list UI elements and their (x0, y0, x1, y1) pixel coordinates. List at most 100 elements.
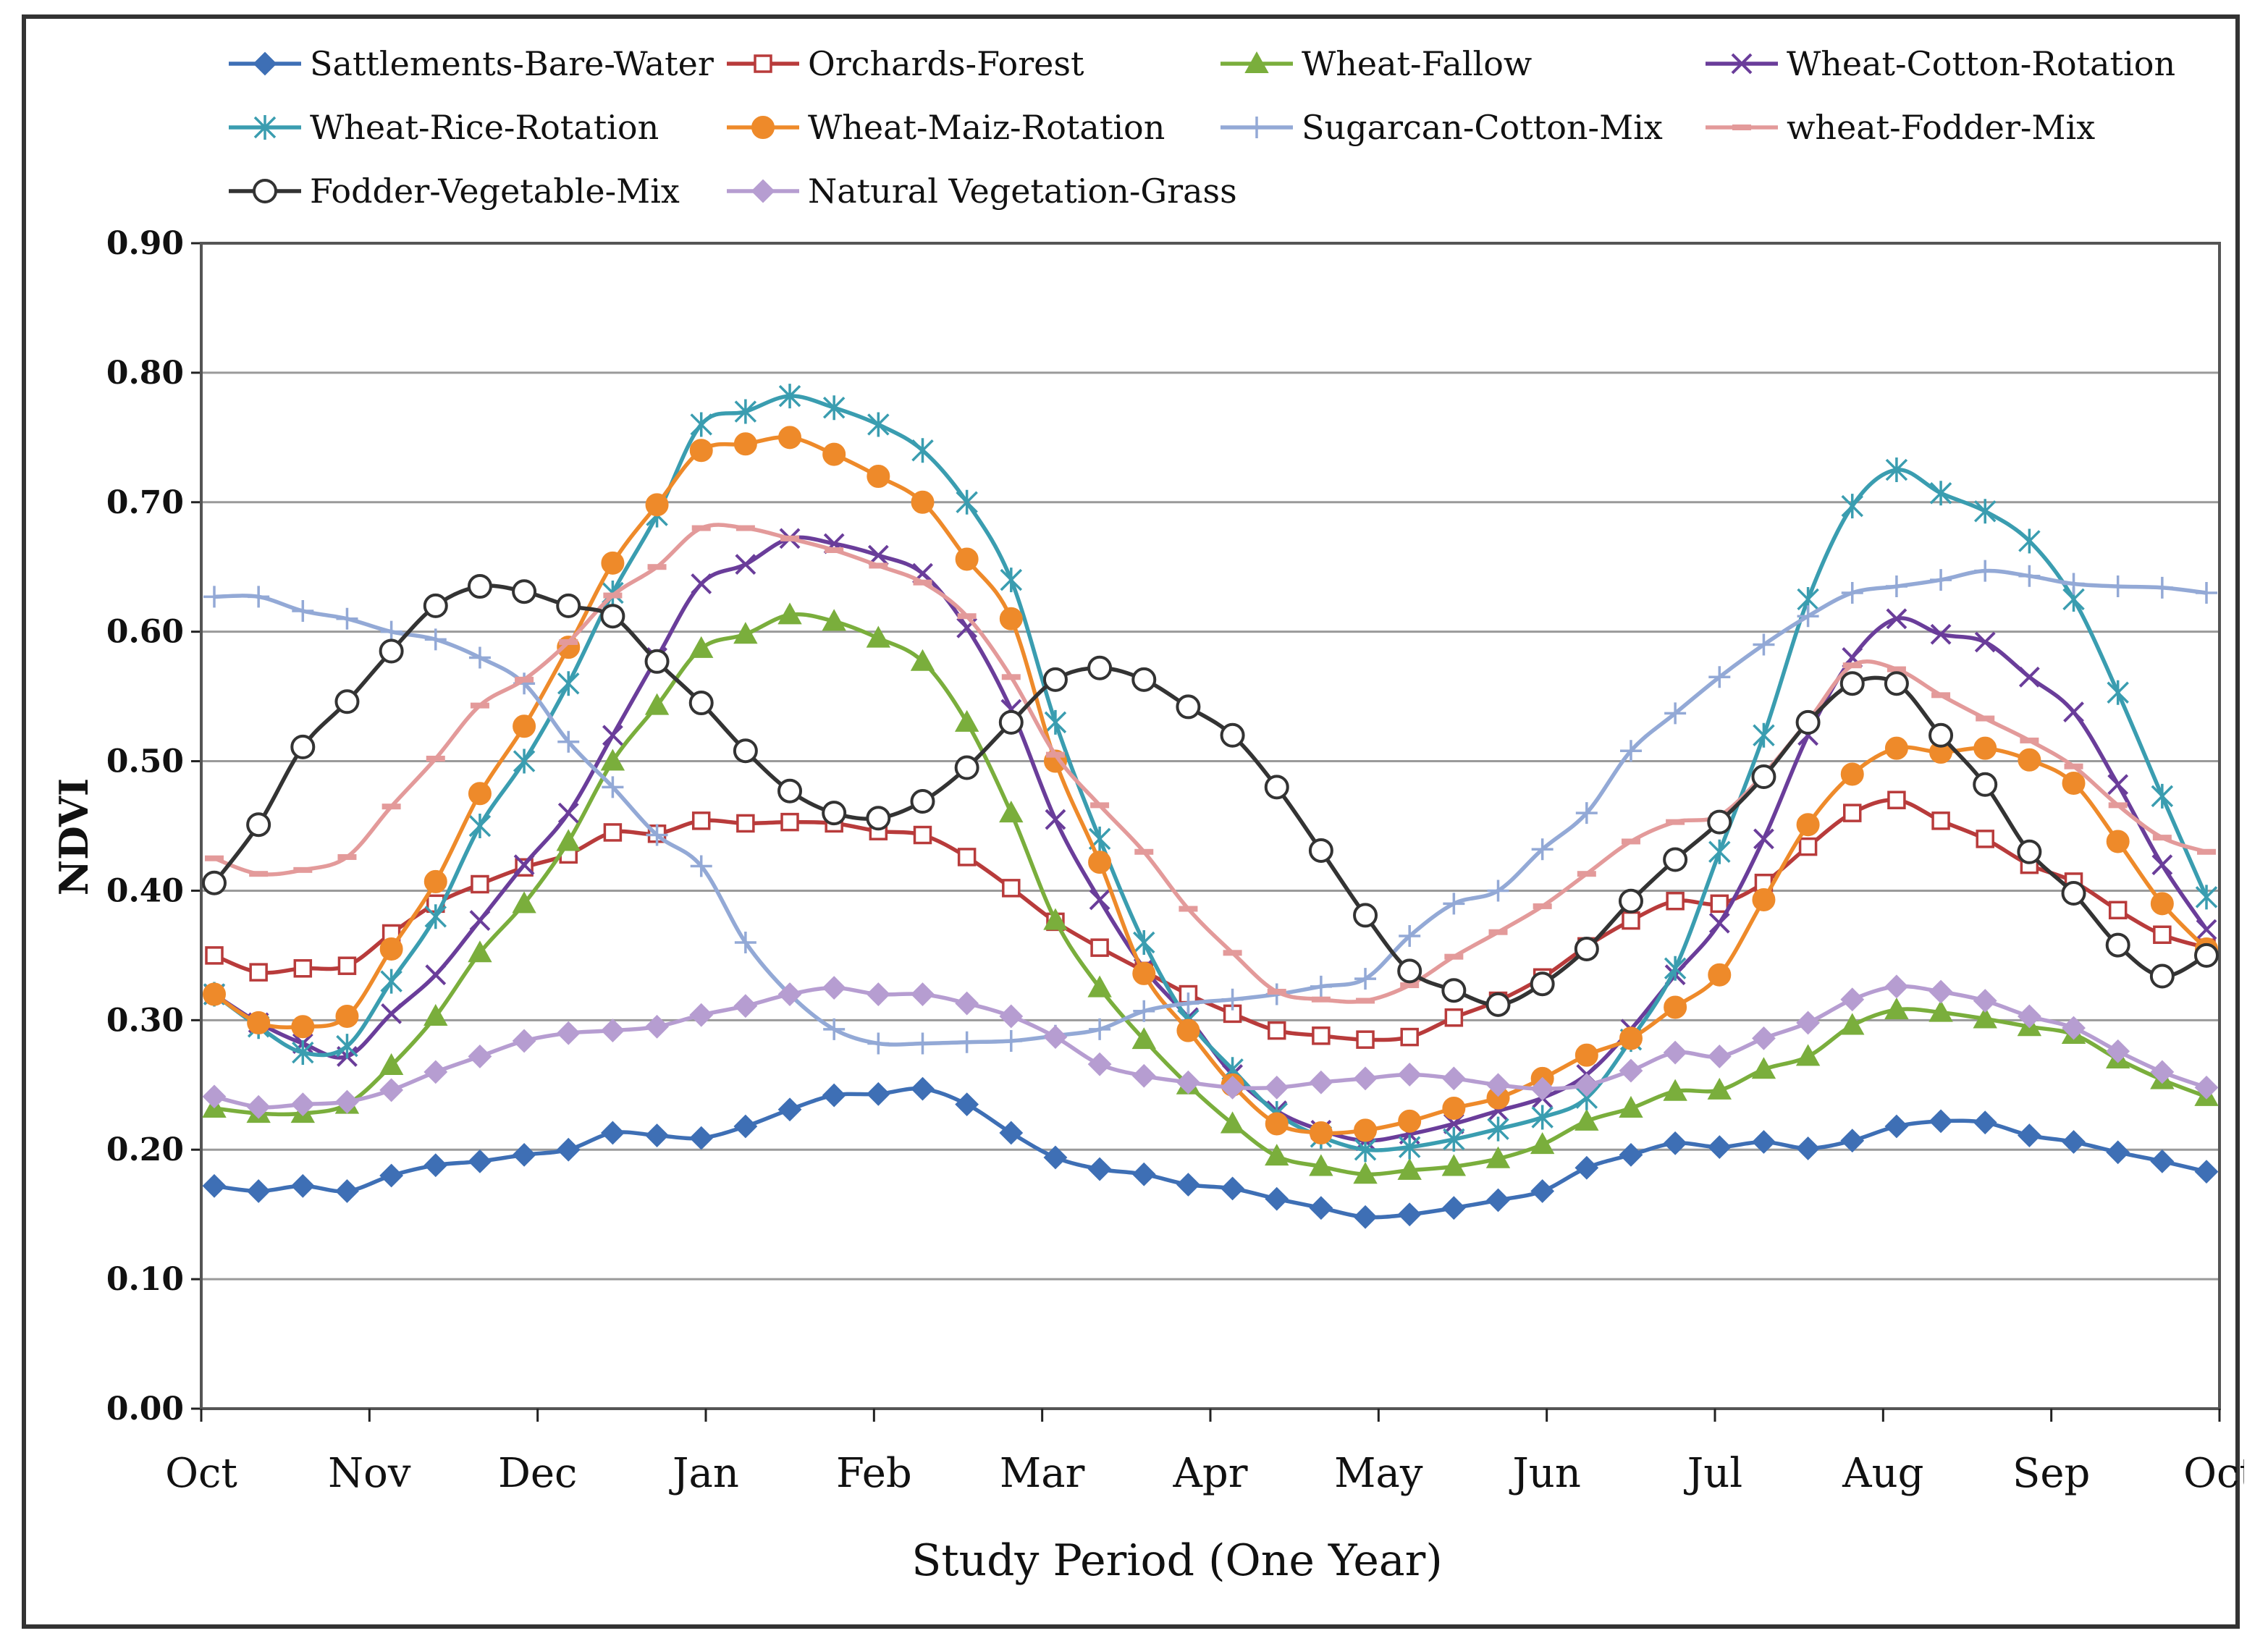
data-point (777, 602, 802, 625)
data-point (2017, 839, 2042, 864)
data-point (423, 593, 448, 618)
data-point (1131, 667, 1157, 692)
data-point (1796, 1011, 1821, 1035)
data-point (1664, 702, 1687, 725)
data-point (336, 1034, 358, 1059)
data-point (954, 755, 979, 780)
series-sugarcan-cotton-mix (203, 560, 2217, 1055)
data-point (1663, 1040, 1687, 1065)
y-tick-label: 0.00 (106, 1391, 184, 1427)
data-point (867, 465, 890, 488)
x-tick-label: Jun (1509, 1450, 1581, 1497)
data-point (381, 1003, 402, 1024)
data-point (1710, 894, 1729, 914)
data-point (2106, 1039, 2130, 1063)
data-point (1309, 1196, 1333, 1220)
data-point (1530, 1132, 1555, 1155)
data-point (601, 551, 625, 575)
data-point (1575, 802, 1598, 824)
data-point (1885, 575, 1907, 598)
data-point (2107, 680, 2129, 705)
data-point (1441, 1066, 1466, 1091)
data-point (2020, 737, 2039, 743)
data-point (559, 638, 578, 645)
data-point (512, 891, 536, 914)
legend-entry-sattlements-bare-water: Sattlements-Bare-Water (229, 44, 714, 83)
data-point (1619, 740, 1642, 762)
data-point (2107, 774, 2129, 796)
x-tick-label: Oct (165, 1450, 237, 1497)
data-point (1176, 1173, 1200, 1197)
data-point (1353, 1066, 1378, 1091)
data-point (1840, 1129, 1865, 1153)
series-wheat-fodder-mix (205, 523, 2216, 1004)
data-point (2062, 1130, 2086, 1154)
data-point (1485, 992, 1511, 1017)
data-point (911, 1076, 935, 1101)
data-point (1887, 666, 1906, 672)
data-point (423, 1060, 448, 1084)
data-point (644, 649, 670, 674)
data-point (203, 586, 225, 608)
data-point (866, 1081, 890, 1106)
data-point (2106, 1140, 2130, 1165)
data-point (1839, 671, 1865, 696)
legend-entry-wheat-fodder-mix: wheat-Fodder-Mix (1706, 108, 2095, 147)
data-point (380, 969, 402, 994)
data-point (1090, 938, 1109, 957)
data-point (1664, 956, 1687, 981)
data-point (1089, 889, 1110, 911)
series-line-wheat-fodder-mix (214, 523, 2207, 1004)
data-point (1973, 772, 1998, 797)
data-point (911, 982, 935, 1006)
x-tick-label: Jan (669, 1450, 739, 1497)
data-point (691, 811, 711, 830)
data-point (1356, 998, 1375, 1004)
data-point (1312, 1026, 1331, 1045)
data-point (379, 638, 404, 664)
data-point (956, 1031, 978, 1053)
data-point (290, 1173, 315, 1198)
data-point (1840, 1013, 1865, 1035)
data-point (513, 714, 536, 738)
data-point (2150, 1149, 2175, 1173)
data-point (735, 525, 755, 531)
x-tick-label: Aug (1842, 1450, 1923, 1497)
data-point (293, 866, 313, 873)
data-point (1308, 838, 1333, 863)
data-point (1531, 1105, 1554, 1130)
data-point (468, 782, 492, 806)
data-point (468, 814, 492, 838)
x-tick-label: Sep (2012, 1450, 2090, 1497)
data-point (600, 1018, 625, 1043)
data-point (2196, 582, 2217, 604)
data-point (869, 562, 888, 569)
data-point (557, 730, 580, 753)
data-point (957, 613, 977, 620)
data-point (424, 904, 447, 929)
series-sattlements-bare-water (202, 1076, 2219, 1229)
series-fodder-vegetable-mix (202, 574, 2219, 1017)
data-point (2017, 1123, 2041, 1147)
data-point (955, 547, 979, 571)
data-point (423, 1003, 448, 1026)
data-point (1929, 481, 1952, 506)
data-point (1928, 979, 1953, 1004)
data-point (513, 748, 536, 774)
data-point (1133, 1000, 1155, 1022)
legend-label: Sattlements-Bare-Water (310, 44, 714, 83)
data-point (1798, 837, 1818, 856)
data-point (1441, 978, 1467, 1003)
legend-marker (1246, 117, 1268, 138)
data-point (733, 622, 758, 644)
data-point (1309, 1070, 1333, 1095)
data-point (1220, 722, 1245, 748)
data-point (2151, 783, 2174, 809)
data-point (1087, 975, 1112, 998)
series-line-orchards-forest (213, 798, 2207, 1042)
legend-entry-fodder-vegetable-mix: Fodder-Vegetable-Mix (229, 172, 680, 211)
data-point (1928, 722, 1954, 748)
data-point (1090, 802, 1110, 809)
data-point (335, 1004, 359, 1028)
data-point (1176, 694, 1201, 720)
